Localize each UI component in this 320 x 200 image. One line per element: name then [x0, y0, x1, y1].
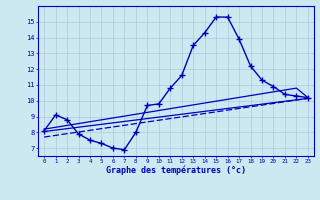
X-axis label: Graphe des températures (°c): Graphe des températures (°c)	[106, 166, 246, 175]
